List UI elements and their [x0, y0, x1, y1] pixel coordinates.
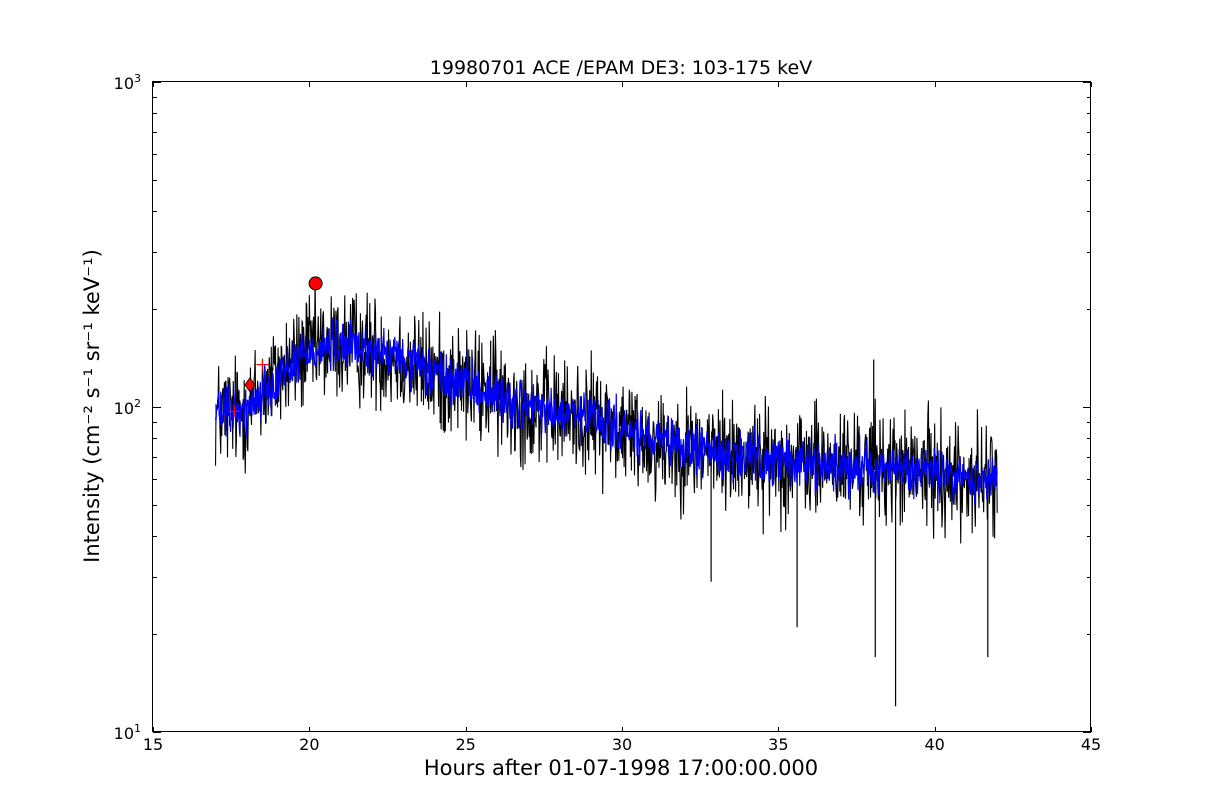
tick-labels: 15 20 25 30 35 40 45 101 102 103 — [114, 72, 1102, 754]
x-tick-label-30: 30 — [612, 735, 632, 754]
series-line-2 — [214, 317, 998, 505]
x-tick-label-45: 45 — [1081, 735, 1101, 754]
y-axis-label: Intensity (cm⁻² s⁻¹ sr⁻¹ keV⁻¹) — [80, 249, 104, 563]
x-tick-label-35: 35 — [768, 735, 788, 754]
event-marker-plus-4 — [256, 358, 269, 371]
x-tick-label-15: 15 — [143, 735, 163, 754]
event-marker-circle-1 — [308, 276, 323, 291]
x-tick-label-25: 25 — [455, 735, 475, 754]
plot-area — [214, 276, 998, 707]
x-tick-label-40: 40 — [924, 735, 944, 754]
ticks — [153, 82, 1092, 733]
x-axis-label: Hours after 01-07-1998 17:00:00.000 — [424, 756, 818, 780]
y-tick-label-100: 102 — [114, 397, 141, 418]
chart-title: 19980701 ACE /EPAM DE3: 103-175 keV — [430, 57, 812, 79]
event-marker-plus-3 — [228, 405, 241, 418]
y-tick-label-1000: 103 — [114, 72, 141, 93]
plot-frame — [152, 81, 1091, 732]
y-tick-label-10: 101 — [114, 722, 141, 743]
event-marker-diamond-2 — [244, 377, 256, 393]
x-tick-label-20: 20 — [299, 735, 319, 754]
